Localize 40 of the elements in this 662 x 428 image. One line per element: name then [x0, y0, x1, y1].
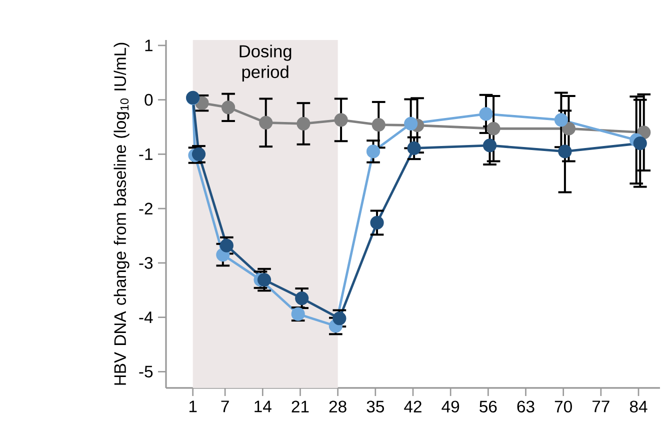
- band-label: Dosing period: [240, 44, 292, 82]
- point: [479, 107, 493, 121]
- x-tick-label: 77: [592, 400, 610, 412]
- point: [637, 126, 651, 140]
- point: [404, 116, 418, 131]
- point: [562, 122, 576, 136]
- x-tick-label: 35: [366, 400, 384, 412]
- x-tick-label: 56: [480, 400, 497, 412]
- point: [482, 138, 497, 152]
- x-tick-label: 84: [630, 400, 648, 412]
- point: [558, 144, 572, 158]
- x-tick-label: 1: [189, 400, 197, 412]
- point: [372, 118, 386, 132]
- point: [295, 291, 309, 306]
- x-tick-label: 28: [329, 400, 346, 412]
- point: [554, 113, 568, 127]
- point: [296, 116, 310, 131]
- point: [370, 216, 384, 230]
- y-tick-label: -4: [139, 312, 153, 324]
- y-tick-label: -5: [139, 366, 153, 378]
- point: [221, 100, 236, 114]
- y-tick-label: 0: [144, 94, 153, 106]
- x-tick-label: 7: [221, 400, 229, 412]
- x-tick-label: 63: [517, 400, 534, 412]
- point: [407, 141, 421, 155]
- x-tick-label: 14: [254, 400, 272, 412]
- y-tick-label: -3: [139, 257, 153, 269]
- x-tick-label: 42: [404, 400, 422, 412]
- x-tick-label: 21: [292, 400, 309, 412]
- point: [334, 113, 348, 127]
- x-tick-label: 49: [442, 400, 460, 412]
- y-tick-label: 1: [145, 40, 152, 52]
- point: [259, 116, 273, 130]
- y-tick-label: -1: [139, 148, 152, 160]
- y-axis-title: HBV DNA change from baseline (log$_{10}$ IU/mL): [114, 42, 130, 385]
- point: [633, 136, 647, 150]
- x-tick-label: 70: [554, 400, 572, 412]
- point: [366, 144, 380, 158]
- point: [486, 122, 500, 136]
- y-tick-label: -2: [139, 202, 152, 214]
